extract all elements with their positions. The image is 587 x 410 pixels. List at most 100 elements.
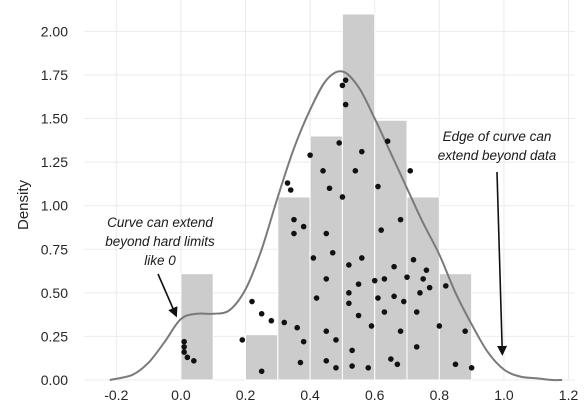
data-point <box>391 263 397 270</box>
data-point <box>297 359 304 366</box>
data-point <box>417 290 423 296</box>
data-point <box>397 216 404 223</box>
data-point <box>258 368 265 375</box>
y-tick-label: 0.00 <box>41 372 68 388</box>
data-point <box>313 295 320 301</box>
annotation-line: beyond hard limits <box>105 234 215 249</box>
data-point <box>284 180 291 186</box>
x-tick-label: 0.0 <box>171 387 191 403</box>
data-point <box>381 276 388 282</box>
data-point <box>326 185 333 192</box>
data-point <box>359 148 365 155</box>
data-point <box>462 328 468 334</box>
data-point <box>339 82 346 89</box>
annotation-arrow <box>157 273 178 318</box>
data-point <box>442 283 449 289</box>
data-point <box>249 298 255 305</box>
data-point <box>404 274 410 280</box>
data-point <box>468 364 475 371</box>
y-tick-label: 1.75 <box>41 67 68 83</box>
data-point <box>452 361 459 368</box>
data-point <box>346 262 352 268</box>
y-tick-label: 2.00 <box>41 23 68 39</box>
data-point <box>268 317 275 324</box>
data-point <box>371 277 378 284</box>
data-point <box>291 216 297 223</box>
y-tick-label: 1.25 <box>41 154 68 170</box>
data-point <box>368 323 375 329</box>
data-point <box>294 324 300 331</box>
x-tick-label: 1.0 <box>494 387 514 403</box>
data-point <box>181 349 187 355</box>
data-point <box>339 194 346 200</box>
data-point <box>181 338 187 345</box>
data-point <box>333 364 339 371</box>
data-point <box>365 364 372 371</box>
data-point <box>281 319 288 326</box>
data-point <box>181 344 187 350</box>
histogram-bars <box>180 13 473 381</box>
y-axis-label: Density <box>15 179 32 230</box>
y-tick-label: 1.00 <box>41 198 68 214</box>
data-point <box>184 354 191 361</box>
histogram-bar <box>180 273 214 381</box>
data-point <box>323 328 330 334</box>
data-point <box>407 168 414 174</box>
data-point <box>323 230 330 237</box>
data-point <box>307 152 313 158</box>
kde-curve-group <box>109 70 563 382</box>
tick-labels: -0.2 0.0 0.2 0.4 0.6 0.8 1.0 1.2 0.00 0.25 0.50 0.7… <box>41 23 579 403</box>
kde-curve <box>109 70 563 382</box>
data-point <box>333 337 339 343</box>
data-point <box>378 227 384 233</box>
data-point <box>323 276 330 282</box>
data-point <box>349 347 355 354</box>
y-tick-label: 0.75 <box>41 241 68 257</box>
data-point <box>410 256 417 263</box>
data-point <box>258 310 265 317</box>
annotation-text: Edge of curve can extend beyond data <box>438 129 557 163</box>
annotation-arrow <box>496 171 508 356</box>
data-point <box>397 328 404 334</box>
data-point <box>381 309 388 315</box>
data-point <box>346 290 352 296</box>
data-point <box>349 363 355 369</box>
histogram-bar <box>374 119 408 381</box>
x-tick-label: -0.2 <box>104 387 128 403</box>
x-tick-label: 0.6 <box>365 387 385 403</box>
data-point <box>320 168 326 174</box>
annotation-line: like 0 <box>144 253 176 268</box>
data-point <box>336 140 342 146</box>
data-point <box>391 293 397 300</box>
data-point <box>375 295 381 301</box>
data-point <box>388 356 394 362</box>
data-point <box>310 255 317 261</box>
annotation-text: Curve can extend beyond hard limits like 0 <box>105 215 215 268</box>
data-point <box>400 298 407 305</box>
data-point <box>394 361 401 368</box>
x-tick-label: 1.2 <box>559 387 579 403</box>
data-point <box>375 183 381 190</box>
data-point <box>413 309 420 315</box>
data-point <box>355 281 362 287</box>
data-point <box>291 230 297 237</box>
data-point <box>323 358 330 364</box>
annotation-line: Edge of curve can <box>443 129 552 144</box>
x-tick-label: 0.8 <box>430 387 450 403</box>
y-tick-label: 1.50 <box>41 111 68 127</box>
data-point <box>300 223 307 230</box>
data-point <box>300 338 307 345</box>
y-tick-label: 0.25 <box>41 328 68 344</box>
data-point <box>420 276 426 282</box>
data-point <box>426 284 433 291</box>
data-points <box>181 77 475 375</box>
data-point <box>423 267 430 273</box>
data-point <box>352 168 359 174</box>
x-tick-label: 0.4 <box>300 387 320 403</box>
annotations: Curve can extend beyond hard limits like 0… <box>105 129 557 356</box>
data-point <box>359 255 365 261</box>
y-tick-label: 0.50 <box>41 285 68 301</box>
x-tick-label: 0.2 <box>236 387 256 403</box>
data-point <box>355 312 362 319</box>
